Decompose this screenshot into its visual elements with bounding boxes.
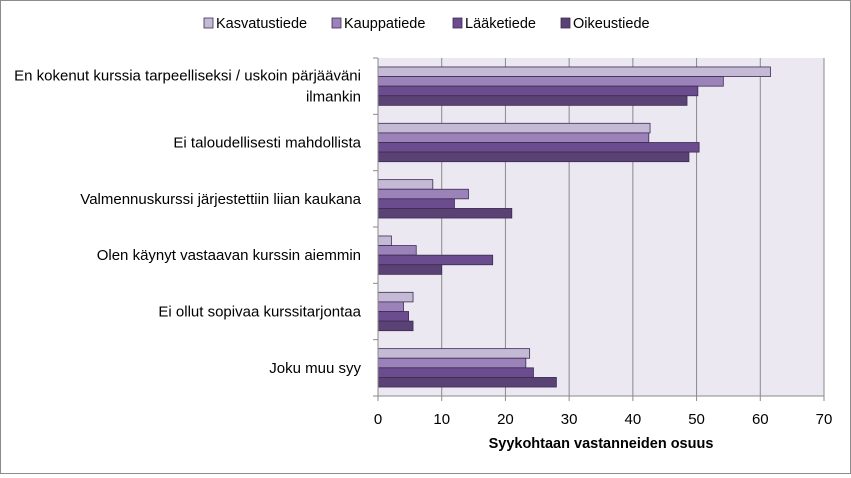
x-tick-label: 40 bbox=[625, 411, 642, 428]
x-tick-label: 20 bbox=[497, 411, 514, 428]
bars bbox=[377, 66, 771, 388]
legend-swatch bbox=[452, 17, 463, 29]
bar bbox=[377, 142, 700, 153]
legend-swatch bbox=[560, 17, 571, 29]
legend-label: Lääketiede bbox=[465, 16, 536, 32]
category-label: ilmankin bbox=[306, 89, 361, 106]
bar bbox=[377, 291, 414, 303]
axes bbox=[373, 57, 824, 397]
x-tick-label: 0 bbox=[374, 411, 382, 428]
bar bbox=[377, 320, 414, 332]
bar bbox=[377, 254, 494, 266]
legend: Kasvatustiede Kauppatiede Lääketiede Oikeus… bbox=[203, 16, 650, 32]
bar bbox=[377, 311, 409, 322]
bar bbox=[377, 235, 392, 246]
bar bbox=[377, 264, 443, 275]
legend-label: Kauppatiede bbox=[344, 16, 425, 32]
category-label: En kokenut kurssia tarpeelliseksi / usko… bbox=[14, 68, 361, 85]
x-tick-label: 10 bbox=[433, 411, 450, 428]
category-label: Ei ollut sopivaa kurssitarjontaa bbox=[158, 304, 361, 321]
legend-label: Oikeustiede bbox=[573, 16, 650, 32]
bar bbox=[377, 122, 651, 134]
bar bbox=[377, 95, 688, 106]
x-tick-label: 30 bbox=[561, 411, 578, 428]
gridlines bbox=[377, 58, 825, 401]
x-tick-labels: 0 10 20 30 40 50 60 70 bbox=[374, 411, 833, 428]
x-tick-label: 70 bbox=[816, 411, 833, 428]
bar bbox=[377, 301, 404, 312]
category-label: Ei taloudellisesti mahdollista bbox=[173, 135, 361, 152]
bar bbox=[377, 188, 469, 200]
x-tick-label: 60 bbox=[752, 411, 769, 428]
bar bbox=[377, 348, 531, 359]
bar bbox=[377, 245, 417, 256]
bar bbox=[377, 151, 690, 163]
x-tick-label: 50 bbox=[688, 411, 705, 428]
bar bbox=[377, 179, 434, 190]
legend-swatch bbox=[331, 17, 342, 29]
legend-label: Kasvatustiede bbox=[216, 16, 307, 32]
category-label: Joku muu syy bbox=[269, 360, 361, 377]
plot-area bbox=[378, 58, 824, 396]
category-labels: En kokenut kurssia tarpeelliseksi / usko… bbox=[14, 68, 362, 377]
bar bbox=[377, 76, 724, 87]
bar bbox=[377, 66, 771, 77]
bar bbox=[377, 85, 699, 97]
bar bbox=[377, 357, 527, 369]
bar bbox=[377, 367, 534, 378]
category-label: Valmennuskurssi järjestettiin liian kauk… bbox=[80, 191, 361, 208]
legend-swatch bbox=[203, 17, 214, 29]
x-axis-label: Syykohtaan vastanneiden osuus bbox=[489, 436, 714, 452]
bar bbox=[377, 132, 650, 143]
bar bbox=[377, 208, 513, 219]
bar bbox=[377, 198, 455, 209]
category-label: Olen käynyt vastaavan kurssin aiemmin bbox=[97, 247, 361, 264]
bar bbox=[377, 377, 557, 388]
